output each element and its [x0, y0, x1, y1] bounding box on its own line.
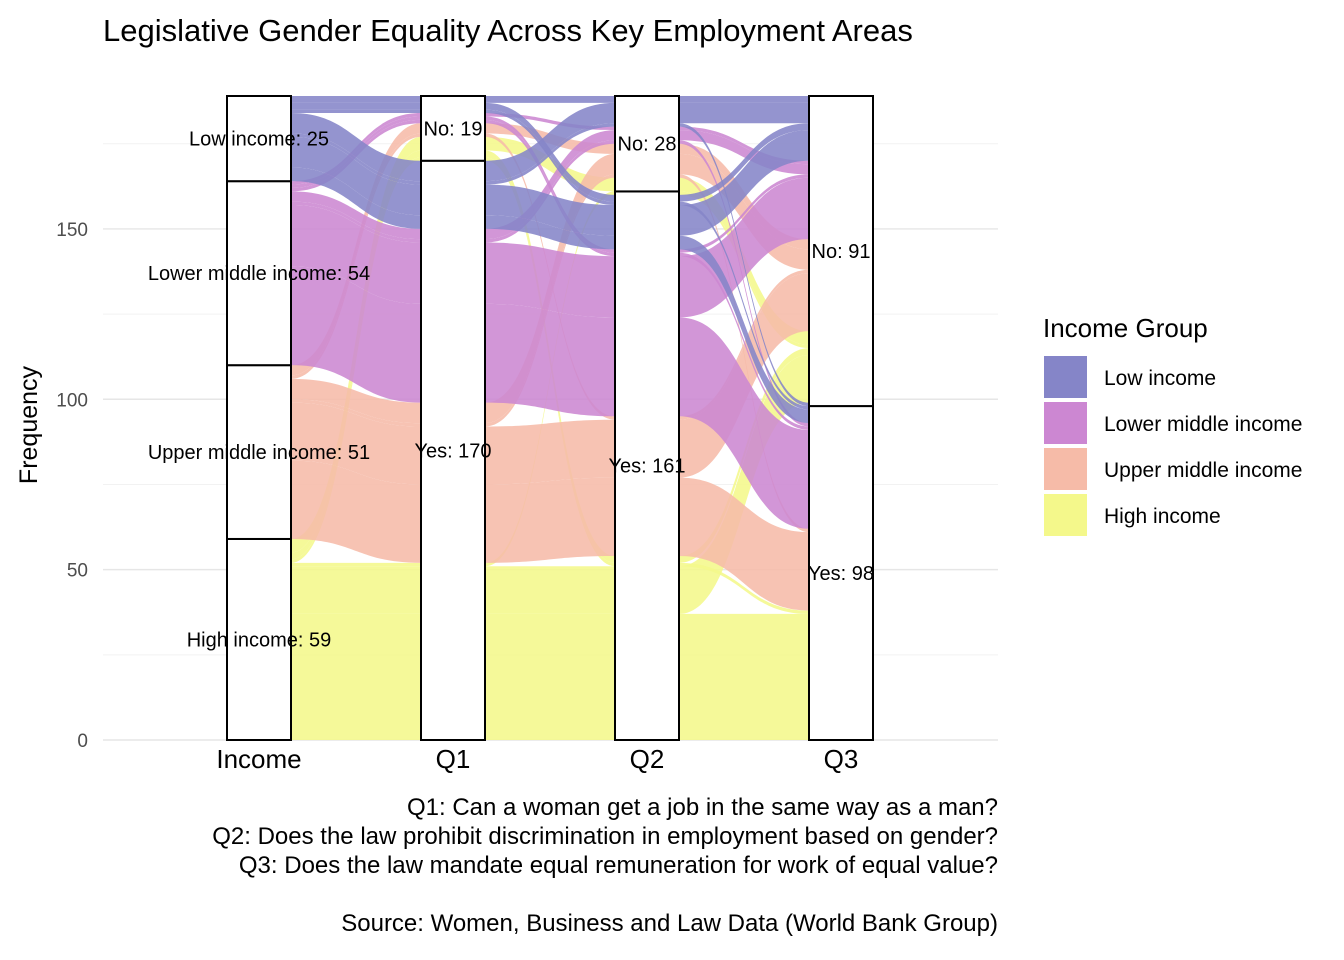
stratum-box: [226, 364, 292, 540]
stratum-label: Yes: 98: [808, 563, 874, 585]
x-axis-category-label: Q1: [436, 744, 471, 774]
stratum-box: [420, 95, 486, 162]
axis-layer: 0 50 100 150 Income Q1 Q2 Q3: [56, 220, 858, 774]
x-axis-category-label: Q2: [630, 744, 665, 774]
flow-band-low: [291, 167, 873, 424]
y-tick-label: 50: [67, 561, 88, 582]
chart-title: Legislative Gender Equality Across Key E…: [103, 13, 913, 48]
caption-line: Source: Women, Business and Law Data (Wo…: [341, 910, 998, 937]
legend-label: Upper middle income: [1104, 459, 1302, 482]
stratum-label: Yes: 170: [414, 440, 491, 462]
stratum-label: High income: 59: [187, 629, 332, 651]
stratum-box: [614, 190, 680, 741]
flow-layer: [291, 96, 873, 740]
legend-title: Income Group: [1043, 313, 1208, 343]
x-axis-category-label: Income: [216, 744, 301, 774]
stratum-box: [808, 405, 874, 741]
caption-line: Q1: Can a woman get a job in the same wa…: [407, 794, 998, 821]
stratum-label-layer: High income: 59 Upper middle income: 51 Lo…: [148, 118, 874, 651]
legend-label: Lower middle income: [1104, 413, 1302, 436]
caption: Q1: Can a woman get a job in the same wa…: [212, 794, 998, 937]
flow-band-upper-middle: [291, 153, 873, 424]
caption-line: Q3: Does the law mandate equal remunerat…: [239, 852, 998, 879]
strata-layer: [226, 95, 874, 742]
stratum-label: No: 19: [424, 118, 483, 140]
stratum-label: Upper middle income: 51: [148, 442, 370, 464]
flow-band-low: [291, 102, 873, 202]
y-tick-label: 0: [77, 731, 88, 752]
legend: Income Group Low income Lower middle incom…: [1043, 313, 1302, 536]
legend-swatch-high: [1044, 494, 1087, 536]
y-axis-label: Frequency: [15, 365, 43, 484]
stratum-label: Yes: 161: [608, 456, 685, 478]
x-axis-category-label: Q3: [824, 744, 859, 774]
stratum-box: [226, 537, 292, 741]
stratum-label: Low income: 25: [189, 129, 329, 151]
legend-swatch-lower-middle: [1044, 402, 1087, 444]
stratum-label: No: 91: [812, 241, 871, 263]
stratum-box: [226, 180, 292, 367]
y-tick-label: 100: [56, 390, 88, 411]
stratum-label: Lower middle income: 54: [148, 263, 370, 285]
stratum-box: [420, 159, 486, 742]
legend-label: Low income: [1104, 367, 1216, 390]
y-tick-label: 150: [56, 220, 88, 241]
caption-line: Q2: Does the law prohibit discrimination…: [212, 823, 998, 850]
legend-label: High income: [1104, 505, 1221, 528]
flow-band-low: [291, 96, 873, 103]
flow-band-high: [291, 613, 873, 740]
stratum-box: [808, 95, 874, 408]
stratum-box: [226, 95, 292, 183]
stratum-label: No: 28: [618, 134, 677, 156]
legend-swatch-low: [1044, 356, 1087, 398]
legend-swatch-upper-middle: [1044, 448, 1087, 490]
stratum-box: [614, 95, 680, 193]
